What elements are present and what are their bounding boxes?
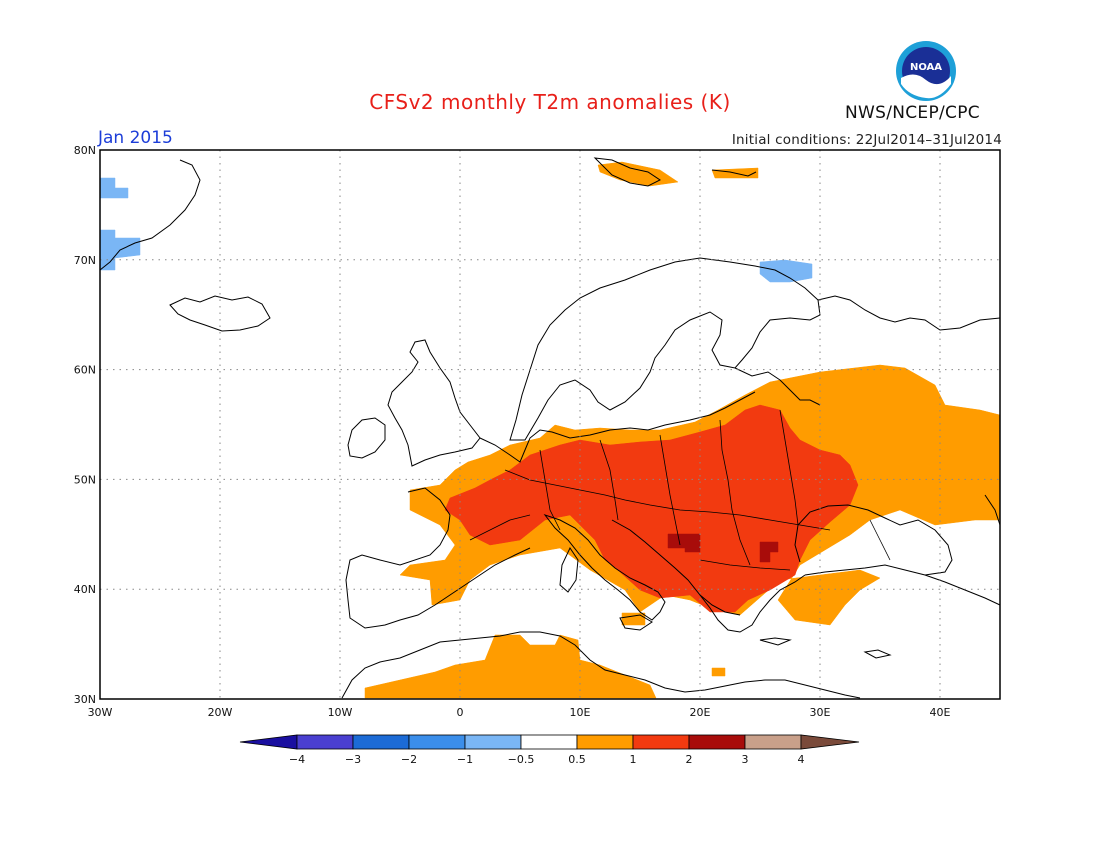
colorbar-label: 2 [686, 753, 693, 766]
coast-caspian [984, 494, 1001, 526]
colorbar-label: −0.5 [508, 753, 535, 766]
coast-adriatic [611, 519, 741, 616]
coast-iceland [169, 295, 271, 332]
colorbar-label: 0.5 [568, 753, 586, 766]
colorbar-label: 4 [798, 753, 805, 766]
initial-conditions: Initial conditions: 22Jul2014–31Jul2014 [731, 132, 1002, 148]
coast-sicily [619, 614, 653, 631]
lat-tick-label: 30N [74, 693, 96, 706]
lat-tick-label: 50N [74, 473, 96, 486]
agency-label: NWS/NCEP/CPC [845, 103, 980, 123]
coast-europe-west [345, 487, 531, 629]
colorbar-label: −2 [401, 753, 417, 766]
logo-text: NOAA [910, 62, 942, 73]
colorbar: −4 −3 −2 −1 −0.5 0.5 1 2 3 4 [239, 734, 860, 766]
coast-scandinavia [509, 257, 821, 441]
lon-tick-label: 0 [457, 706, 464, 719]
anomaly-region [759, 259, 813, 283]
colorbar-box [632, 734, 690, 750]
coast-crete [759, 637, 792, 646]
lon-tick-label: 30E [810, 706, 831, 719]
anomaly-shading [99, 161, 1001, 699]
coast-sardinia [559, 546, 579, 593]
lat-tick-label: 80N [74, 144, 96, 157]
lon-tick-label: 10E [570, 706, 591, 719]
coast-north-sea [479, 391, 756, 463]
colorbar-right-arrow [800, 734, 860, 750]
coast-kola-white-sea [817, 295, 1001, 331]
coast-black-sea [794, 504, 953, 576]
coast-greenland [99, 159, 201, 271]
latitude-labels: 80N 70N 60N 50N 40N 30N [74, 144, 96, 706]
anomaly-region [711, 667, 726, 677]
colorbar-box [408, 734, 466, 750]
lat-lon-grid [100, 150, 1000, 699]
colorbar-label: −1 [457, 753, 473, 766]
anomaly-region [759, 541, 779, 563]
colorbar-box [576, 734, 634, 750]
coast-greece [699, 574, 806, 633]
lon-tick-label: 20E [690, 706, 711, 719]
lat-tick-label: 40N [74, 583, 96, 596]
colorbar-label: −3 [345, 753, 361, 766]
colorbar-box [744, 734, 802, 750]
coast-ireland [347, 417, 386, 459]
longitude-labels: 30W 20W 10W 0 10E 20E 30E 40E [88, 706, 951, 719]
coastlines [99, 157, 1001, 699]
lon-tick-label: 20W [208, 706, 233, 719]
colorbar-label: 1 [630, 753, 637, 766]
colorbar-box [352, 734, 410, 750]
noaa-logo-icon: NOAA [896, 41, 956, 101]
coast-turkey [804, 564, 1001, 606]
anomaly-region [99, 177, 129, 199]
anomaly-region [444, 404, 859, 613]
lat-tick-label: 60N [74, 364, 96, 377]
coast-cyprus [863, 649, 892, 659]
country-borders [469, 409, 891, 571]
coast-finland-baltic [734, 367, 821, 406]
colorbar-label: 3 [742, 753, 749, 766]
colorbar-box [520, 734, 578, 750]
forecast-month: Jan 2015 [98, 128, 173, 148]
coast-svalbard [593, 157, 661, 187]
anomaly-region [597, 161, 679, 187]
lon-tick-label: 40E [930, 706, 951, 719]
coast-italy [543, 514, 666, 621]
colorbar-box [296, 734, 354, 750]
anomaly-region [621, 612, 646, 626]
anomaly-region [364, 634, 657, 699]
lat-tick-label: 70N [74, 254, 96, 267]
colorbar-label: −4 [289, 753, 305, 766]
map-frame [99, 149, 1001, 700]
colorbar-left-arrow [239, 734, 298, 750]
colorbar-box [688, 734, 746, 750]
coast-uk [387, 339, 481, 467]
colorbar-box [464, 734, 522, 750]
chart-title: CFSv2 monthly T2m anomalies (K) [369, 90, 731, 114]
lon-tick-label: 30W [88, 706, 113, 719]
lon-tick-label: 10W [328, 706, 353, 719]
coast-svalbard-east [711, 169, 757, 177]
coast-north-africa [341, 631, 861, 699]
